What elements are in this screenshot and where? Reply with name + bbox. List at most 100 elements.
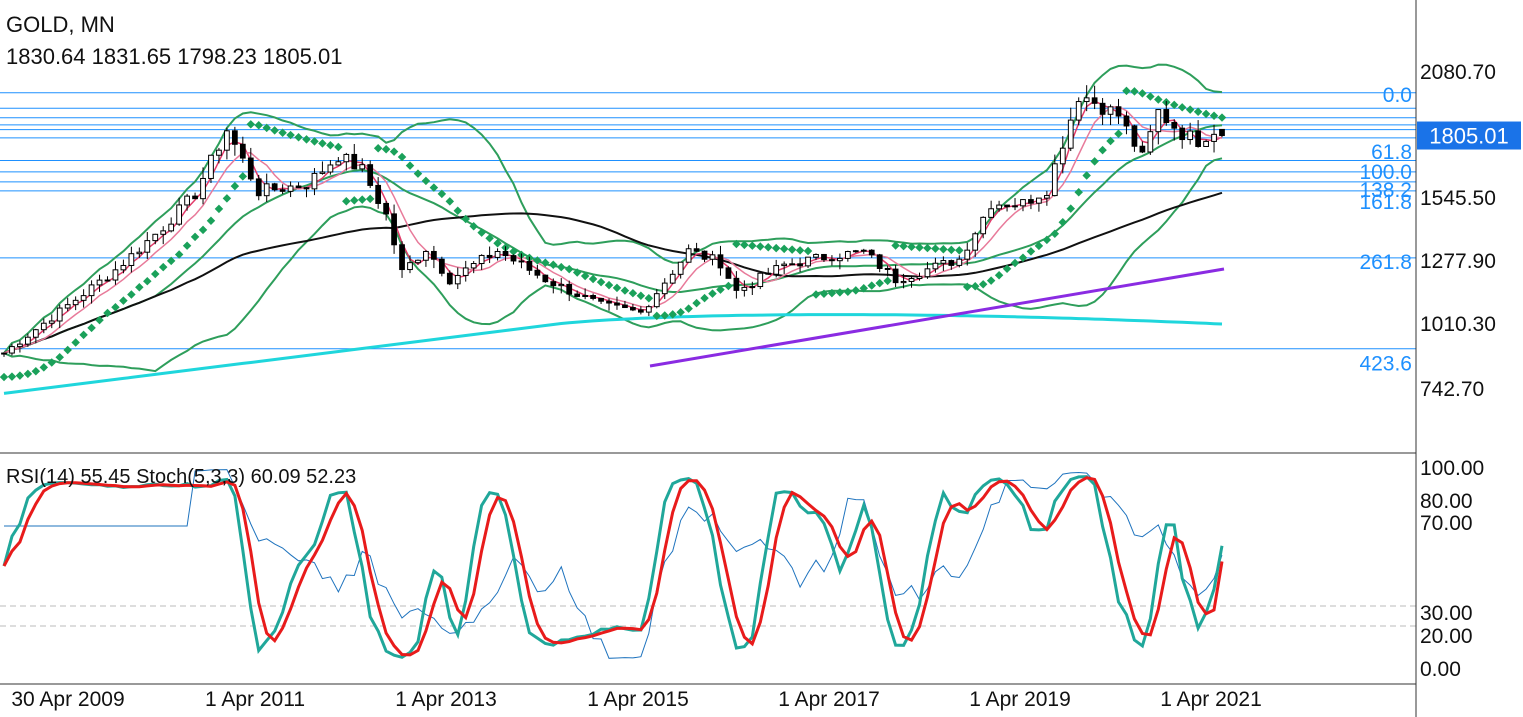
candle-body — [980, 216, 987, 235]
sar-dot — [429, 183, 439, 192]
candle-body — [542, 274, 549, 283]
sar-dot — [238, 172, 248, 181]
candle-body — [837, 257, 843, 262]
sar-dot — [47, 358, 57, 367]
candle-body — [311, 172, 318, 190]
candle-body — [375, 184, 382, 204]
sar-dot — [79, 330, 88, 340]
candle-body — [423, 250, 429, 261]
sar-dot — [286, 130, 295, 140]
candle-body — [231, 130, 238, 145]
price-label: 1010.30 — [1420, 313, 1496, 336]
indicator-axis-labels: 100.00 80.00 70.00 30.00 20.00 0.00 — [1420, 457, 1484, 681]
sar-dot — [55, 353, 64, 362]
sar-dot — [0, 372, 9, 382]
candle-body — [1, 352, 7, 355]
sar-dot — [158, 262, 168, 272]
candle-body — [1219, 128, 1225, 137]
candle-body — [614, 302, 620, 306]
candle-body — [860, 249, 867, 252]
candle-body — [956, 258, 963, 266]
candle-body — [1075, 101, 1082, 121]
candle-body — [1163, 109, 1170, 124]
sar-dot — [557, 262, 566, 272]
sar-dot — [549, 260, 558, 270]
sar-dot — [509, 247, 518, 256]
sar-dot — [230, 181, 240, 191]
candle-body — [908, 278, 915, 282]
candle-body — [940, 260, 947, 264]
sar-dot — [350, 196, 359, 205]
candle-body — [391, 213, 397, 246]
candle-body — [72, 299, 79, 306]
candle-body — [407, 262, 413, 271]
candle-body — [470, 263, 477, 269]
price-tag-box — [1417, 121, 1521, 150]
candle-body — [399, 244, 405, 271]
price-tag-value: 1805.01 — [1429, 124, 1509, 149]
sar-dot — [389, 147, 399, 156]
candle-body — [1139, 145, 1146, 153]
candle-body — [128, 253, 135, 266]
candle-body — [852, 250, 859, 253]
price-label: 2080.70 — [1420, 61, 1496, 84]
sar-dot — [700, 293, 709, 303]
candle-body — [916, 276, 923, 280]
candle-body — [988, 208, 995, 218]
sar-dot — [986, 276, 996, 285]
candle-body — [1115, 106, 1122, 117]
candle-body — [598, 297, 604, 302]
candle-body — [765, 272, 772, 275]
candle-body — [192, 195, 198, 200]
sar-dot — [716, 285, 725, 294]
candle-body — [1043, 195, 1050, 199]
candle-body — [948, 260, 955, 266]
candle-body — [343, 153, 350, 163]
sar-dot — [174, 250, 184, 259]
overlay-layer — [0, 63, 1227, 395]
sar-dot — [851, 286, 861, 295]
candle-body — [255, 178, 262, 197]
candle-body — [1004, 204, 1010, 208]
candle-body — [17, 343, 23, 348]
fib-label: 161.8 — [1359, 191, 1412, 214]
sar-dot — [405, 161, 415, 170]
candle-body — [510, 255, 517, 262]
candle-body — [630, 307, 636, 311]
candle-body — [184, 195, 190, 206]
bollinger-middle-line — [3, 124, 1223, 355]
sar-dot — [270, 126, 279, 135]
candle-body — [287, 185, 294, 192]
candle-body — [749, 286, 756, 289]
sar-dot — [87, 323, 96, 333]
candle-body — [773, 265, 780, 275]
candle-body — [104, 279, 111, 282]
ma-fast-line — [3, 100, 1223, 354]
price-label: 1545.50 — [1420, 187, 1496, 210]
time-label: 1 Apr 2019 — [969, 688, 1071, 711]
candle-body — [176, 204, 183, 225]
candle-body — [550, 281, 557, 287]
grid-layer — [0, 605, 1416, 627]
ohlc-readout: 1830.64 1831.65 1798.23 1805.01 — [6, 44, 342, 69]
candle-body — [263, 183, 270, 197]
candle-body — [1147, 131, 1154, 153]
sar-dot — [533, 256, 542, 265]
rsi-line — [4, 469, 1223, 659]
sar-dot — [7, 372, 17, 381]
sar-dot — [1018, 253, 1028, 262]
candle-body — [9, 346, 15, 354]
trend-line — [649, 267, 1225, 368]
sar-dot — [867, 281, 876, 290]
candle-body — [1083, 97, 1090, 103]
sar-dot — [724, 281, 733, 291]
candle-body — [685, 248, 692, 263]
sar-dot — [381, 145, 391, 154]
stoch-d-line — [2, 476, 1224, 657]
sar-dot — [294, 133, 303, 142]
candle-body — [797, 263, 803, 267]
candle-body — [900, 280, 907, 284]
candle-body — [160, 230, 167, 235]
sar-dot — [970, 281, 980, 291]
